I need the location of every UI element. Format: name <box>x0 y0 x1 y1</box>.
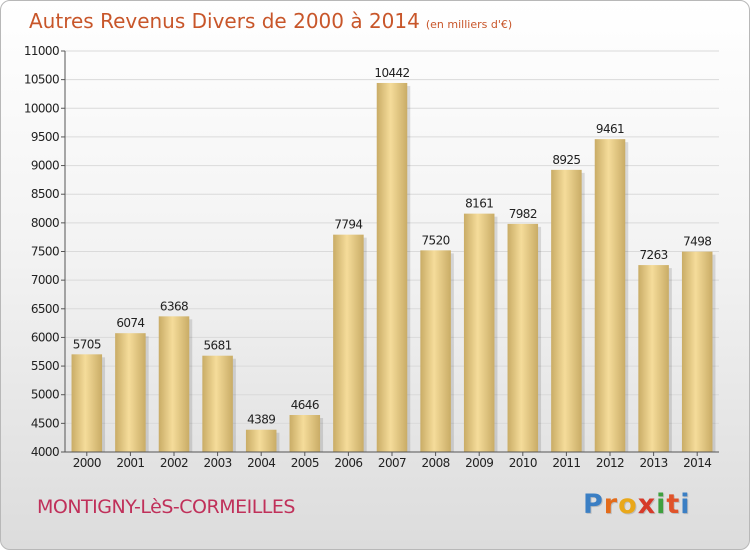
x-tick-label: 2002 <box>160 456 188 470</box>
chart-title-text: Autres Revenus Divers de 2000 à 2014 <box>29 9 420 33</box>
bar-2010 <box>507 223 539 452</box>
data-label: 5681 <box>204 339 232 353</box>
data-label: 4646 <box>291 398 319 412</box>
x-tick-label: 2003 <box>204 456 232 470</box>
logo-letter: x <box>637 489 657 520</box>
data-label: 7982 <box>509 207 537 221</box>
bars <box>71 82 716 453</box>
y-tick-label: 5500 <box>31 359 59 373</box>
data-label: 8925 <box>552 153 580 167</box>
data-label: 7794 <box>334 218 362 232</box>
data-label: 9461 <box>596 122 624 136</box>
data-label: 7498 <box>683 235 711 249</box>
logo-letter: t <box>666 489 681 520</box>
bar-2014 <box>681 251 713 452</box>
y-tick-label: 4500 <box>31 416 59 430</box>
y-tick-label: 4000 <box>31 445 59 459</box>
bar-2001 <box>115 333 146 452</box>
data-label: 7263 <box>640 248 668 262</box>
x-tick-label: 2008 <box>422 456 450 470</box>
x-tick-label: 2009 <box>465 456 493 470</box>
logo-letter: r <box>603 489 619 520</box>
y-tick-label: 8000 <box>31 216 59 230</box>
x-tick-label: 2000 <box>73 456 101 470</box>
data-label: 7520 <box>422 233 450 247</box>
data-label: 10442 <box>374 66 409 80</box>
logo-letter: i <box>680 489 691 520</box>
x-tick-label: 2010 <box>509 456 537 470</box>
commune-name: MONTIGNY-LèS-CORMEILLES <box>37 496 295 518</box>
bar-2006 <box>333 234 364 452</box>
bar-2007 <box>376 82 408 453</box>
y-tick-label: 6000 <box>31 330 59 344</box>
bar-2008 <box>420 250 451 452</box>
y-tick-label: 10000 <box>24 101 59 115</box>
x-tick-label: 2014 <box>683 456 711 470</box>
bar-2000 <box>71 354 103 452</box>
logo-letter: P <box>583 489 604 520</box>
bar-2005 <box>289 414 321 452</box>
y-tick-label: 10500 <box>24 73 59 87</box>
x-tick-label: 2013 <box>640 456 668 470</box>
bar-2003 <box>202 355 233 452</box>
y-tick-label: 5000 <box>31 388 59 402</box>
y-tick-label: 8500 <box>31 187 59 201</box>
y-tick-label: 9000 <box>31 159 59 173</box>
y-tick-label: 9500 <box>31 130 59 144</box>
y-tick-label: 11000 <box>24 44 59 58</box>
y-tick-label: 7000 <box>31 273 59 287</box>
x-tick-label: 2004 <box>247 456 275 470</box>
labels: 5705 6074 6368 5681 4389 4646 7794 10442 7520 816… <box>73 66 712 427</box>
chart-title-unit: (en milliers d'€) <box>425 18 513 31</box>
x-tick-label: 2011 <box>552 456 580 470</box>
y-tick-label: 6500 <box>31 302 59 316</box>
x-tick-label: 2005 <box>291 456 319 470</box>
bar-2004 <box>245 429 277 452</box>
bar-2012 <box>594 139 626 452</box>
bar-2009 <box>463 213 495 452</box>
y-tick-label: 7500 <box>31 245 59 259</box>
bar-2013 <box>638 265 669 452</box>
logo-letter: i <box>656 489 667 520</box>
logo-letter: o <box>618 489 638 520</box>
data-label: 5705 <box>73 337 101 351</box>
data-label: 4389 <box>247 413 275 427</box>
data-label: 6368 <box>160 299 188 313</box>
x-tick-label: 2007 <box>378 456 406 470</box>
bar-2011 <box>551 169 582 452</box>
axes: 4000 4500 5000 5500 6000 6500 7000 7500 8000 8500… <box>24 44 719 470</box>
x-tick-label: 2012 <box>596 456 624 470</box>
data-label: 8161 <box>465 197 493 211</box>
proxiti-logo: Proxiti <box>583 489 691 520</box>
chart-title: Autres Revenus Divers de 2000 à 2014 (en … <box>29 9 512 33</box>
x-tick-label: 2006 <box>334 456 362 470</box>
bar-2002 <box>158 316 190 452</box>
data-label: 6074 <box>116 316 144 330</box>
x-tick-label: 2001 <box>116 456 144 470</box>
